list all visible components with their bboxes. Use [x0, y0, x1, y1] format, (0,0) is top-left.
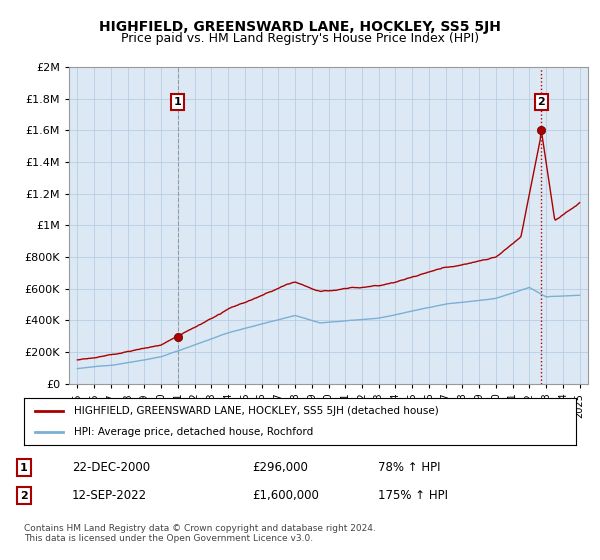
- Text: 2: 2: [20, 491, 28, 501]
- Text: HPI: Average price, detached house, Rochford: HPI: Average price, detached house, Roch…: [74, 427, 313, 437]
- Text: HIGHFIELD, GREENSWARD LANE, HOCKLEY, SS5 5JH (detached house): HIGHFIELD, GREENSWARD LANE, HOCKLEY, SS5…: [74, 406, 439, 416]
- Text: 2: 2: [538, 97, 545, 107]
- Text: HIGHFIELD, GREENSWARD LANE, HOCKLEY, SS5 5JH: HIGHFIELD, GREENSWARD LANE, HOCKLEY, SS5…: [99, 20, 501, 34]
- Text: 175% ↑ HPI: 175% ↑ HPI: [378, 489, 448, 502]
- Text: 22-DEC-2000: 22-DEC-2000: [72, 461, 150, 474]
- Text: £296,000: £296,000: [252, 461, 308, 474]
- Text: 1: 1: [20, 463, 28, 473]
- Text: 1: 1: [174, 97, 182, 107]
- Text: 12-SEP-2022: 12-SEP-2022: [72, 489, 147, 502]
- Text: 78% ↑ HPI: 78% ↑ HPI: [378, 461, 440, 474]
- Text: £1,600,000: £1,600,000: [252, 489, 319, 502]
- Text: Contains HM Land Registry data © Crown copyright and database right 2024.
This d: Contains HM Land Registry data © Crown c…: [24, 524, 376, 543]
- Text: Price paid vs. HM Land Registry's House Price Index (HPI): Price paid vs. HM Land Registry's House …: [121, 32, 479, 45]
